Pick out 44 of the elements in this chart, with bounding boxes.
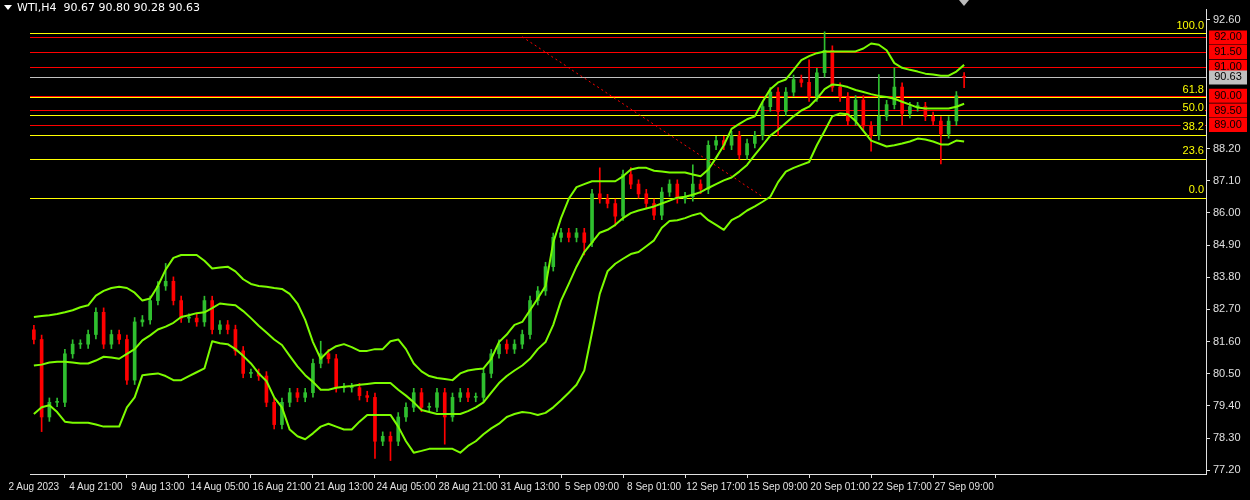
ref-line-label: 90.63 — [1214, 70, 1242, 83]
y-tick-label: 81.60 — [1213, 334, 1241, 347]
x-tick-label: 28 Aug 21:00 — [438, 480, 498, 492]
x-tick-label: 22 Sep 17:00 — [872, 480, 933, 492]
ref-line-label: 91.00 — [1214, 59, 1242, 72]
x-tick-label: 20 Sep 01:00 — [810, 480, 871, 492]
y-tick-label: 92.60 — [1213, 12, 1241, 25]
annotation: 23.6 — [1182, 144, 1204, 157]
y-tick-label: 84.90 — [1213, 238, 1241, 251]
x-tick-label: 2 Aug 2023 — [8, 480, 60, 492]
ref-line-label: 89.00 — [1214, 118, 1242, 131]
x-tick-label: 27 Sep 09:00 — [934, 480, 995, 492]
y-tick-label: 86.00 — [1213, 205, 1241, 218]
y-tick-label: 82.70 — [1213, 302, 1241, 315]
x-tick-label: 9 Aug 13:00 — [131, 480, 186, 492]
y-tick-label: 87.10 — [1213, 173, 1241, 186]
x-tick-label: 16 Aug 21:00 — [252, 480, 312, 492]
y-tick-label: 79.40 — [1213, 398, 1241, 411]
x-tick-label: 15 Sep 09:00 — [748, 480, 809, 492]
y-tick-label: 80.50 — [1213, 366, 1241, 379]
ref-line-label: 92.00 — [1214, 30, 1242, 43]
y-tick-label: 78.30 — [1213, 431, 1241, 444]
ref-line-label: 89.50 — [1214, 103, 1242, 116]
x-tick-label: 31 Aug 13:00 — [500, 480, 560, 492]
x-tick-label: 4 Aug 21:00 — [69, 480, 124, 492]
x-tick-label: 5 Sep 09:00 — [565, 480, 620, 492]
y-tick-label: 83.80 — [1213, 270, 1241, 283]
x-tick-label: 12 Sep 17:00 — [686, 480, 747, 492]
x-tick-label: 14 Aug 05:00 — [190, 480, 250, 492]
y-tick-label: 88.20 — [1213, 141, 1241, 154]
chart-title: WTI,H4 90.67 90.80 90.28 90.63 — [17, 1, 201, 14]
x-tick-label: 21 Aug 13:00 — [314, 480, 374, 492]
ref-line-label: 91.50 — [1214, 45, 1242, 58]
candlestick — [962, 72, 966, 89]
y-tick-label: 77.20 — [1213, 463, 1241, 476]
annotation: 0.0 — [1188, 183, 1204, 196]
annotation: 100.0 — [1176, 18, 1204, 31]
x-tick-label: 24 Aug 05:00 — [376, 480, 436, 492]
annotation: 61.8 — [1182, 82, 1204, 95]
x-tick-label: 8 Sep 01:00 — [627, 480, 682, 492]
ref-line-label: 90.00 — [1214, 88, 1242, 101]
annotation: 38.2 — [1182, 120, 1204, 133]
candlestick — [597, 167, 602, 204]
annotation: 50.0 — [1182, 101, 1204, 113]
